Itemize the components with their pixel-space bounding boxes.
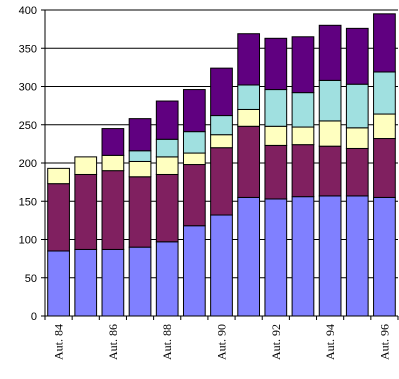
bar-segment	[237, 33, 261, 86]
x-tick-label: Aut. 84	[52, 324, 66, 360]
bar-segment	[345, 83, 369, 129]
bar-segment	[101, 248, 125, 317]
bar-segment	[155, 156, 179, 175]
bar-segment	[182, 89, 206, 133]
bar-segment	[264, 37, 288, 91]
bar-segment	[155, 241, 179, 317]
x-tick-label: Aut. 90	[215, 324, 229, 360]
bar-segment	[318, 120, 342, 147]
bar-segment	[345, 195, 369, 317]
bar-segment	[318, 145, 342, 197]
bar-segment	[128, 176, 152, 248]
bar-segment	[182, 152, 206, 166]
bar-segment	[373, 138, 396, 198]
bar-segment	[318, 24, 342, 81]
bar-segment	[264, 89, 288, 127]
bar-segment	[101, 128, 125, 156]
y-tick-label: 50	[25, 273, 37, 285]
bar-segment	[128, 150, 152, 162]
y-tick-label: 100	[19, 235, 37, 247]
bar-segment	[210, 134, 233, 149]
bar-segment	[128, 246, 152, 317]
bar-segment	[155, 173, 179, 243]
bar-segment	[237, 84, 261, 110]
bar-segment	[128, 160, 152, 178]
x-axis-ticks: Aut. 84 Aut. 86 Aut. 88 Aut. 90 Aut. 92 Aut. …	[44, 316, 399, 360]
bar-segment	[318, 195, 342, 317]
y-tick-label: 350	[19, 43, 37, 55]
bar-segment	[345, 147, 369, 197]
bar-segment	[210, 147, 233, 216]
bar-segment	[47, 250, 70, 317]
bar-segment	[74, 248, 98, 317]
bar-segment	[47, 183, 70, 252]
bar-segment	[291, 126, 315, 146]
bar-segment	[237, 196, 261, 317]
y-tick-label: 250	[19, 120, 37, 132]
bar-segment	[373, 13, 396, 73]
bar-segment	[128, 118, 152, 152]
y-tick-label: 200	[19, 158, 37, 170]
y-tick-label: 150	[19, 196, 37, 208]
bar-segment	[155, 100, 179, 140]
x-tick-label: Aut. 88	[160, 324, 174, 360]
bar-segment	[101, 154, 125, 172]
bar-segment	[237, 125, 261, 198]
bar-segment	[264, 144, 288, 200]
bar-segment	[291, 144, 315, 198]
bar-segment	[74, 156, 98, 175]
bar-segment	[210, 115, 233, 136]
bar-segment	[318, 79, 342, 122]
bar-segment	[291, 92, 315, 128]
bar-segment	[373, 113, 396, 140]
bar-segment	[210, 67, 233, 117]
bar-segment	[237, 108, 261, 127]
bar-segment	[101, 170, 125, 250]
x-tick-label: Aut. 96	[377, 324, 391, 360]
bar-segment	[182, 131, 206, 154]
y-tick-label: 300	[19, 82, 37, 94]
bar-segment	[155, 138, 179, 158]
bar-segment	[182, 225, 206, 317]
x-tick-label: Aut. 94	[323, 324, 337, 360]
x-tick-label: Aut. 92	[269, 324, 283, 360]
bar-segment	[291, 36, 315, 94]
bar-segment	[74, 173, 98, 250]
bar-segment	[264, 198, 288, 317]
bar-segment	[373, 71, 396, 115]
bar-segment	[182, 164, 206, 227]
bar-segment	[345, 127, 369, 149]
y-tick-label: 400	[19, 5, 37, 17]
x-tick-label: Aut. 86	[106, 324, 120, 360]
y-tick-label: 0	[31, 311, 37, 323]
bar-segment	[47, 167, 70, 185]
bar-segment	[291, 196, 315, 317]
y-axis-ticks: 0 50 100 150 200 250 300 350 400	[19, 5, 45, 323]
bars	[47, 13, 396, 317]
bar-segment	[210, 214, 233, 317]
bar-segment	[264, 125, 288, 146]
bar-segment	[345, 27, 369, 85]
bar-segment	[373, 196, 396, 317]
